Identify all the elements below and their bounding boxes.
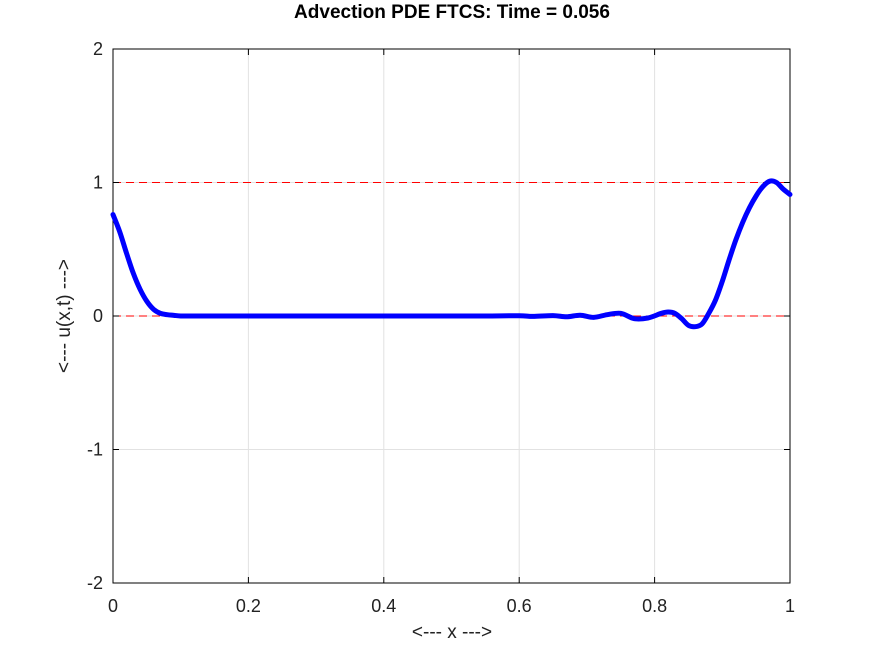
y-tick-label: 1: [93, 173, 103, 193]
series-group: [110, 178, 793, 330]
reference-lines: [113, 182, 790, 317]
x-tick-label: 0: [108, 596, 118, 616]
y-tick-label: -1: [87, 440, 103, 460]
y-tick-label: -2: [87, 573, 103, 593]
x-axis-label: <--- x --->: [412, 622, 492, 643]
y-tick-label: 0: [93, 306, 103, 326]
x-tick-label: 0.6: [507, 596, 532, 616]
x-tick-label: 0.4: [371, 596, 396, 616]
x-tick-label: 0.2: [236, 596, 261, 616]
x-tick-label: 0.8: [642, 596, 667, 616]
y-tick-label: 2: [93, 39, 103, 59]
series-line: [110, 178, 793, 330]
y-axis-label: <--- u(x,t) --->: [54, 259, 75, 373]
axis-ticks: 0 0.2 0.4 0.6 0.8 1 -2 -1 0 1 2: [87, 39, 795, 616]
chart-title: Advection PDE FTCS: Time = 0.056: [294, 2, 610, 23]
x-tick-label: 1: [785, 596, 795, 616]
